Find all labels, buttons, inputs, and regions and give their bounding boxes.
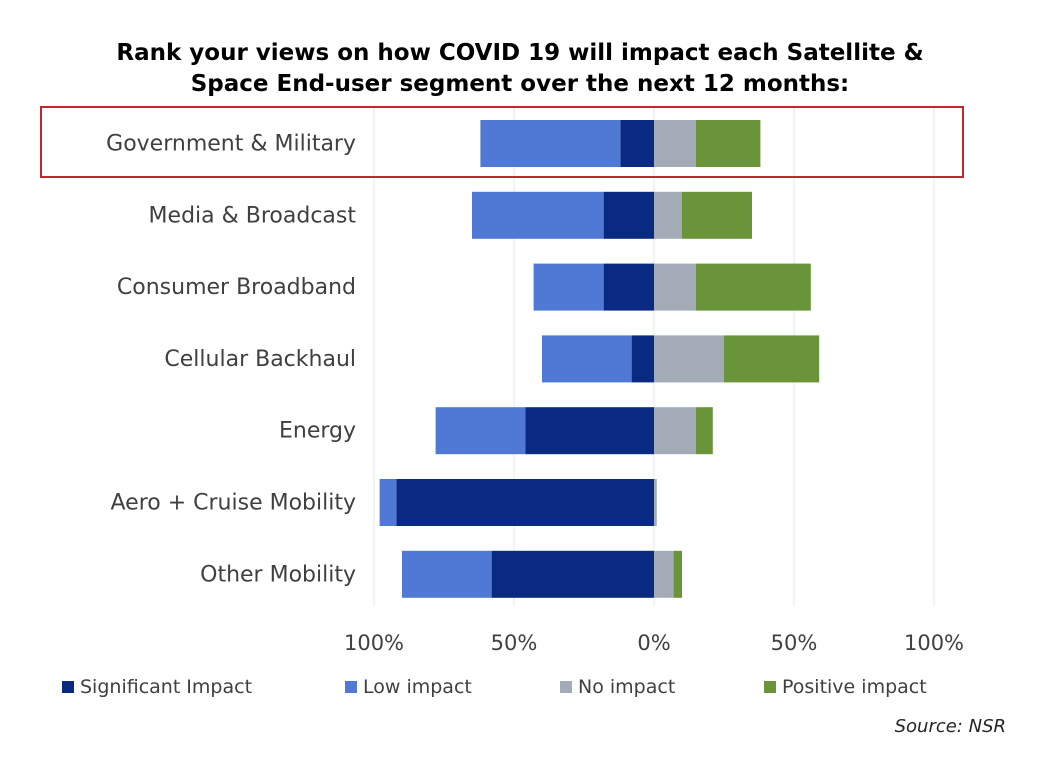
bar-significant-6 (491, 550, 654, 598)
category-label-5: Aero + Cruise Mobility (111, 491, 356, 516)
bar-positive-1 (682, 191, 752, 239)
chart-title-line-1: Rank your views on how COVID 19 will imp… (116, 40, 924, 66)
legend-swatch-significant (62, 681, 74, 693)
legend-label-low: Low impact (363, 676, 472, 698)
legend-label-positive: Positive impact (782, 676, 927, 698)
legend-item-positive: Positive impact (764, 676, 927, 698)
bar-positive-4 (696, 407, 713, 455)
bar-positive-0 (696, 120, 761, 167)
legend: Significant Impact Low impact No impact … (62, 676, 1022, 700)
legend-item-none: No impact (560, 676, 675, 698)
bar-low-1 (472, 191, 604, 239)
bar-none-6 (654, 550, 674, 598)
bar-positive-6 (673, 550, 682, 598)
chart-title: Rank your views on how COVID 19 will imp… (0, 38, 1040, 100)
bar-significant-1 (603, 191, 654, 239)
bar-low-2 (533, 263, 604, 311)
category-label-1: Media & Broadcast (149, 203, 357, 228)
legend-swatch-positive (764, 681, 776, 693)
bar-low-6 (402, 550, 492, 598)
bar-none-3 (654, 335, 724, 383)
x-tick-label-2: 0% (637, 631, 670, 655)
x-tick-label-0: 100% (344, 631, 404, 655)
bar-low-0 (480, 120, 621, 167)
bar-low-5 (379, 479, 397, 526)
bar-significant-4 (525, 407, 654, 455)
bar-none-2 (654, 263, 696, 311)
category-label-0: Government & Military (106, 132, 356, 157)
bar-significant-2 (603, 263, 654, 311)
bar-none-4 (654, 407, 696, 455)
category-label-2: Consumer Broadband (117, 275, 356, 300)
bar-none-1 (654, 191, 682, 239)
category-label-3: Cellular Backhaul (164, 347, 356, 372)
x-tick-label-1: 50% (491, 631, 538, 655)
legend-label-none: No impact (578, 676, 676, 698)
legend-swatch-none (560, 681, 572, 693)
bar-low-3 (542, 335, 632, 383)
bar-positive-3 (724, 335, 820, 383)
chart-title-line-2: Space End-user segment over the next 12 … (190, 71, 850, 97)
legend-item-significant: Significant Impact (62, 676, 252, 698)
bar-significant-5 (396, 479, 654, 526)
highlight-box (40, 106, 964, 178)
category-label-6: Other Mobility (200, 562, 356, 587)
legend-label-significant: Significant Impact (80, 676, 253, 698)
source-note: Source: NSR (894, 716, 1006, 737)
bar-none-0 (654, 120, 696, 167)
x-tick-label-3: 50% (771, 631, 818, 655)
bar-significant-0 (620, 120, 654, 167)
bar-significant-3 (631, 335, 654, 383)
bar-positive-2 (696, 263, 811, 311)
x-tick-label-4: 100% (904, 631, 964, 655)
legend-item-low: Low impact (345, 676, 472, 698)
bar-low-4 (435, 407, 526, 455)
category-label-4: Energy (279, 419, 356, 444)
legend-swatch-low (345, 681, 357, 693)
bar-none-5 (654, 479, 657, 526)
